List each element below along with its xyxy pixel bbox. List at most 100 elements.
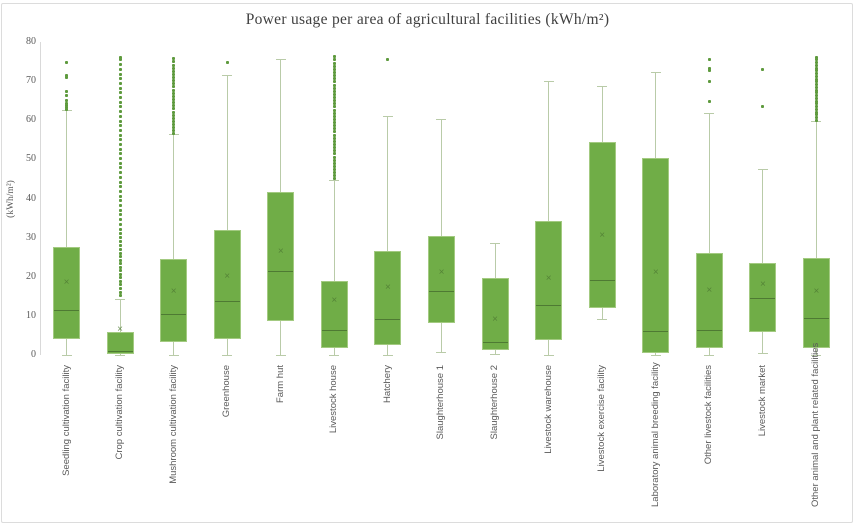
mean-marker: × [438, 266, 445, 278]
x-category-label: Hatchery [381, 365, 393, 404]
outlier-dot [65, 73, 68, 77]
whisker-cap [168, 354, 179, 356]
whisker-line [815, 121, 817, 258]
whisker-cap [382, 115, 393, 117]
mean-marker: × [813, 286, 820, 297]
box-rect [695, 253, 723, 349]
x-category-label: Livestock exercise facility [596, 365, 608, 472]
outlier-dot [814, 96, 818, 100]
outlier-dot [814, 88, 818, 92]
whisker-cap [115, 354, 126, 356]
whisker-cap [811, 354, 822, 356]
outlier-dot [118, 283, 122, 287]
box-rect [802, 257, 830, 349]
outlier-dot [172, 63, 176, 67]
outlier-dot [118, 114, 122, 118]
outlier-dot [65, 89, 68, 93]
outlier-dot [814, 74, 818, 78]
median-line [536, 305, 562, 307]
outlier-dot [814, 102, 818, 106]
outlier-dot [118, 138, 122, 142]
x-category-label: Other livestock facilities [703, 365, 715, 465]
outlier-dot [118, 143, 122, 146]
whisker-cap [61, 354, 72, 356]
x-category-label: Laboratory animal breeding facility [649, 362, 661, 507]
outlier-dot [172, 113, 176, 117]
outlier-dot [332, 155, 336, 159]
mean-marker: × [545, 273, 552, 285]
outlier-dot [814, 118, 818, 122]
outlier-dot [332, 133, 336, 137]
box-rect [53, 247, 80, 339]
whisker-line [119, 299, 121, 333]
y-tick-label: 50 [26, 153, 36, 165]
outlier-dot [814, 107, 818, 111]
outlier-dot [118, 272, 122, 276]
box-rect [481, 278, 509, 351]
mean-marker: × [63, 277, 70, 289]
outlier-dot [172, 82, 176, 86]
outlier-dot [172, 98, 176, 101]
outlier-dot [118, 232, 122, 236]
outlier-dot [65, 107, 68, 111]
outlier-dot [707, 80, 711, 84]
whisker-cap [757, 352, 768, 354]
outlier-dot [332, 71, 336, 75]
outlier-dot [172, 94, 176, 98]
whisker-cap [382, 354, 393, 356]
outlier-dot [172, 119, 176, 123]
whisker-line [548, 340, 550, 355]
whisker-line [440, 119, 442, 237]
outlier-dot [65, 60, 68, 64]
box-rect [160, 259, 188, 343]
outlier-dot [332, 171, 336, 175]
box-rect [320, 281, 348, 349]
whisker-cap [543, 81, 554, 83]
y-tick-label: 10 [26, 309, 36, 321]
outlier-dot [332, 61, 336, 65]
x-category-label: Other animal and plant related facilitie… [810, 342, 822, 507]
box-rect [588, 141, 616, 308]
outlier-dot [332, 80, 336, 84]
outlier-dot [814, 77, 818, 81]
median-line [643, 331, 669, 333]
box-rect [213, 229, 241, 339]
outlier-dot [118, 175, 122, 179]
outlier-dot [332, 114, 336, 118]
mean-marker: × [117, 323, 123, 335]
x-category-label: Crop cultivation facility [114, 365, 126, 460]
box-rect [374, 250, 402, 345]
outlier-dot [118, 218, 122, 222]
y-tick-label: 30 [26, 231, 36, 243]
outlier-dot [118, 128, 122, 132]
outlier-dot [814, 110, 818, 114]
outlier-dot [118, 279, 122, 283]
box-rect [267, 191, 295, 321]
median-line [803, 317, 829, 319]
whisker-cap [650, 71, 661, 73]
whisker-cap [436, 118, 447, 120]
outlier-dot [814, 83, 818, 87]
outlier-dot [118, 236, 122, 240]
outlier-dot [172, 72, 176, 76]
outlier-dot [332, 139, 336, 143]
outlier-dot [814, 91, 818, 95]
outlier-dot [118, 294, 122, 298]
outlier-dot [118, 77, 122, 81]
outlier-dot [332, 149, 336, 153]
outlier-dot [118, 157, 122, 161]
outlier-dot [172, 66, 176, 70]
outlier-dot [118, 255, 122, 259]
outlier-dot [814, 63, 818, 67]
outlier-dot [118, 269, 122, 273]
outlier-dot [814, 116, 818, 119]
outlier-dot [332, 108, 336, 112]
outlier-dot [332, 121, 336, 125]
outlier-dot [814, 69, 818, 73]
whisker-cap [329, 180, 340, 181]
whisker-cap [275, 354, 286, 356]
outlier-dot [118, 243, 122, 247]
whisker-cap [597, 86, 608, 88]
whisker-cap [222, 74, 233, 76]
y-tick-label: 20 [26, 270, 36, 282]
